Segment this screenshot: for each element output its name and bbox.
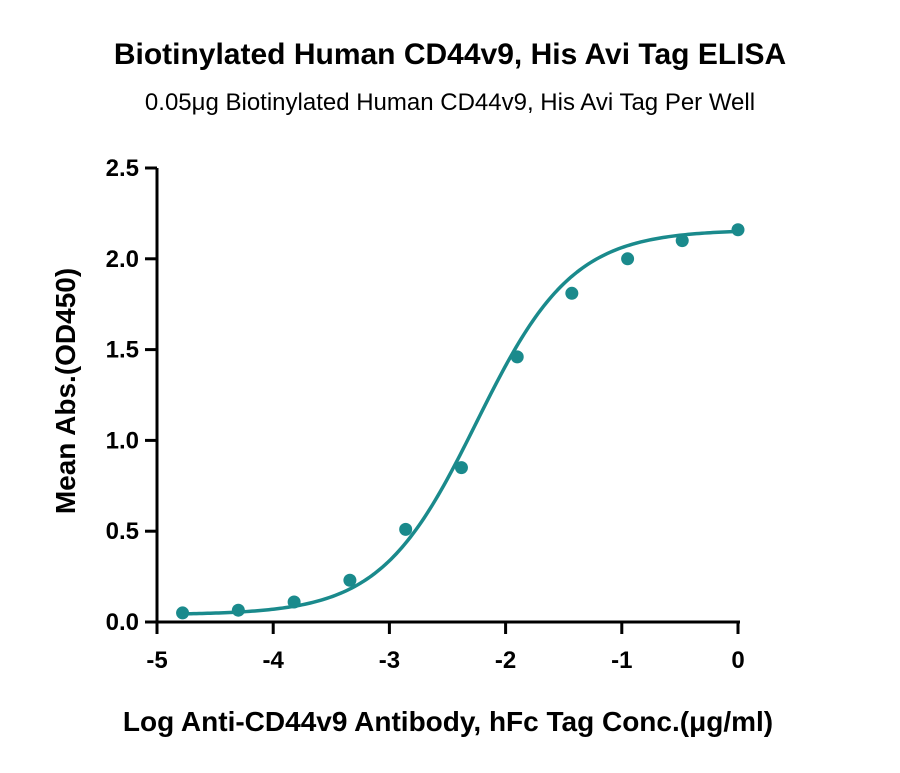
y-tick-label: 1.5	[106, 337, 139, 364]
data-points-layer	[176, 223, 745, 620]
fit-curve	[182, 229, 739, 616]
data-point	[565, 286, 579, 300]
x-tick-label: -2	[495, 647, 516, 674]
y-tick-label: 2.5	[106, 155, 139, 182]
data-point	[287, 595, 301, 609]
axis-labels: 0.0 0.5 1.0 1.5 2.0 2.5 -5 -4 -3 -2 -1 0 Log Anti-CD…	[50, 155, 773, 737]
x-tick-label: -3	[379, 647, 400, 674]
y-tick-label: 0.5	[106, 518, 139, 545]
data-point	[399, 522, 413, 536]
chart-subtitle: 0.05μg Biotinylated Human CD44v9, His Av…	[144, 89, 756, 116]
axes	[145, 166, 740, 634]
y-tick-label: 2.0	[106, 246, 139, 273]
data-point	[176, 606, 190, 620]
x-tick-label: -1	[611, 647, 632, 674]
data-point	[343, 573, 357, 587]
data-point	[675, 234, 689, 248]
y-axis-title: Mean Abs.(OD450)	[50, 268, 81, 514]
y-tick-label: 1.0	[106, 427, 139, 454]
x-tick-label: 0	[731, 647, 744, 674]
x-axis-title: Log Anti-CD44v9 Antibody, hFc Tag Conc.(…	[123, 706, 773, 737]
x-tick-label: -4	[263, 647, 285, 674]
fit-curve-layer	[182, 229, 739, 616]
data-point	[454, 461, 468, 475]
x-tick-label: -5	[146, 647, 167, 674]
chart-title: Biotinylated Human CD44v9, His Avi Tag E…	[113, 38, 787, 71]
data-point	[231, 603, 245, 617]
data-point	[621, 252, 635, 266]
data-point	[731, 223, 745, 237]
data-point	[510, 350, 524, 364]
y-tick-label: 0.0	[106, 609, 139, 636]
